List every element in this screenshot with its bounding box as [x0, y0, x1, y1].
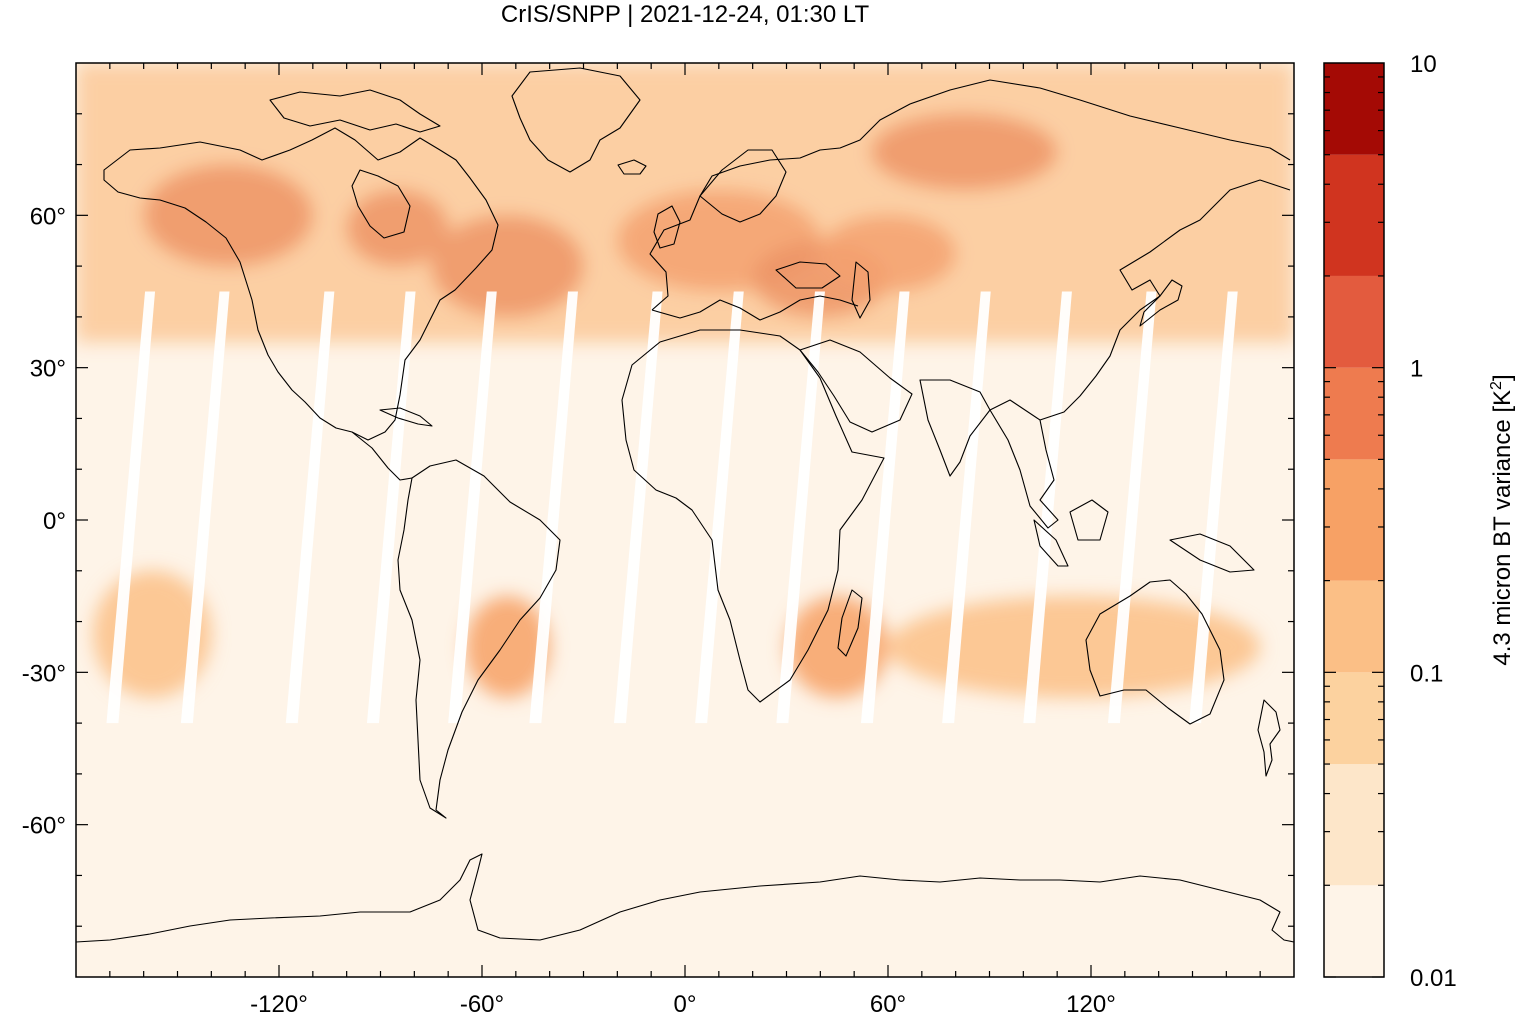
colorbar-level: [1324, 672, 1384, 765]
variance-field: [76, 63, 1294, 698]
coastline-cuba: [379, 407, 433, 427]
swath-gap: [285, 291, 335, 724]
colorbar-level: [1324, 580, 1384, 673]
colorbar-level: [1324, 885, 1384, 977]
coastline-new-zealand: [1257, 699, 1281, 777]
swath-gap: [366, 291, 416, 724]
coastline-australia: [1085, 579, 1225, 725]
map-ticks: [76, 63, 1294, 977]
swath-gap: [860, 291, 910, 724]
colorbar-level: [1324, 367, 1384, 460]
coastline-scandinavia: [699, 149, 787, 223]
coastline-africa: [621, 329, 885, 703]
figure-title: CrIS/SNPP | 2021-12-24, 01:30 LT: [501, 1, 870, 28]
coastlines: [76, 67, 1294, 943]
y-tick-label: 30°: [30, 356, 66, 383]
x-tick-label: 60°: [870, 991, 906, 1018]
y-tick-label: -30°: [22, 660, 66, 687]
swath-gap: [106, 291, 156, 724]
map-frame: [75, 62, 1295, 978]
swath-gaps: [106, 291, 1238, 724]
variance-region: [786, 596, 888, 698]
coastline-china-korea: [1039, 179, 1291, 421]
colorbar-tick-label: 0.01: [1410, 965, 1457, 992]
swath-gap: [1023, 291, 1072, 724]
variance-band-northern: [76, 63, 1294, 343]
coastline-borneo: [1069, 499, 1109, 541]
swath-gap: [1189, 291, 1238, 724]
colorbar-tick-labels: 10 1 0.1 0.01: [1410, 51, 1457, 992]
coastline-arabia: [799, 339, 913, 433]
colorbar-levels: [1324, 63, 1384, 977]
colorbar-level: [1324, 63, 1384, 155]
coastline-greenland: [511, 67, 641, 173]
swath-gap: [448, 291, 497, 724]
map-panel: [76, 63, 1294, 977]
y-tick-label: 60°: [30, 203, 66, 230]
colorbar-level: [1324, 459, 1384, 581]
coastline-mediterranean: [651, 295, 859, 321]
colorbar-title: 4.3 micron BT variance [K2]: [1488, 374, 1516, 665]
coastline-british-isles: [653, 205, 681, 249]
coastline-north-america: [103, 127, 499, 441]
colorbar-level: [1324, 154, 1384, 276]
colorbar-tick-label: 1: [1410, 356, 1423, 383]
x-tick-label: 120°: [1066, 991, 1116, 1018]
y-axis-labels: 60° 30° 0° -30° -60°: [22, 203, 66, 839]
colorbar-title-text: 4.3 micron BT variance [K: [1489, 390, 1516, 666]
colorbar-level: [1324, 275, 1384, 368]
coastline-central-america: [351, 431, 413, 481]
colorbar-level: [1324, 764, 1384, 886]
y-tick-label: 0°: [43, 508, 66, 535]
swath-gap: [776, 291, 825, 724]
coastline-japan: [1139, 279, 1183, 327]
colorbar-frame: [1323, 62, 1385, 978]
colorbar-ticks: [1324, 76, 1384, 978]
colorbar-tick-label: 0.1: [1410, 660, 1443, 687]
coastline-madagascar: [837, 589, 863, 657]
coastline-hudson-bay: [351, 169, 411, 239]
coastline-south-america: [397, 459, 561, 819]
colorbar: 10 1 0.1 0.01 4.3 micron BT variance [K2]: [1323, 51, 1516, 992]
x-tick-label: -120°: [250, 991, 308, 1018]
y-tick-label: -60°: [22, 813, 66, 840]
swath-gap: [613, 291, 663, 724]
swath-gap: [529, 291, 578, 724]
colorbar-title-sup: 2: [1488, 381, 1505, 390]
coastline-india: [919, 379, 991, 477]
colorbar-tick-label: 10: [1410, 51, 1437, 78]
x-axis-labels: -120° -60° 0° 60° 120°: [250, 991, 1116, 1018]
x-tick-label: 0°: [674, 991, 697, 1018]
swath-gap: [1107, 291, 1157, 724]
coastline-europe: [649, 79, 1291, 311]
swath-gap: [180, 291, 230, 724]
coastline-southeast-asia: [989, 399, 1059, 529]
coastline-caspian: [851, 261, 871, 319]
swath-gap: [942, 291, 991, 724]
coastline-iceland: [617, 159, 647, 175]
colorbar-title-close: ]: [1489, 374, 1516, 381]
coastline-antarctica: [76, 853, 1294, 943]
coastline-sumatra: [1033, 519, 1069, 567]
swath-gap: [695, 291, 744, 724]
variance-region: [465, 596, 550, 698]
variance-region: [888, 596, 1261, 698]
coastline-black-sea: [775, 261, 841, 289]
coastline-arctic-archipelago: [269, 89, 441, 133]
x-tick-label: -60°: [460, 991, 504, 1018]
coastline-new-guinea: [1169, 533, 1255, 573]
